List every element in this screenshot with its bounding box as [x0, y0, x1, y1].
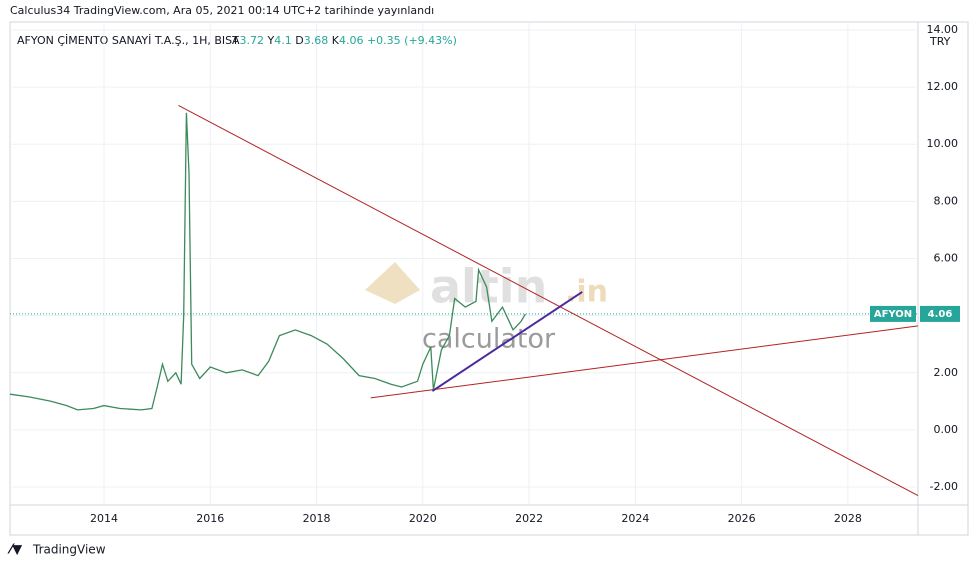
x-tick-label: 2026	[728, 512, 756, 525]
ohlc-value: 3.72	[240, 34, 265, 47]
last-price-tag	[920, 305, 960, 322]
footer-brand: TradingView	[32, 543, 106, 557]
change: +0.35 (+9.43%)	[367, 34, 457, 47]
footer-logo: ⁄▼	[7, 543, 22, 558]
y-tick-label: 14.00	[927, 23, 959, 36]
x-tick-label: 2020	[409, 512, 437, 525]
watermark-text: .in	[565, 275, 608, 310]
ohlc-legend: A3.72 Y4.1 D3.68 K4.06 +0.35 (+9.43%)	[232, 34, 457, 47]
ohlc-value: 4.1	[274, 34, 292, 47]
watermark: altin .in calculator	[365, 260, 608, 355]
y-tick-label: 8.00	[934, 194, 959, 207]
publisher: Calculus34 TradingView.com, Ara 05, 2021…	[10, 4, 434, 17]
y-tick-label: 6.00	[934, 252, 959, 265]
ohlc-value: 3.68	[304, 34, 329, 47]
ohlc-label: K	[332, 34, 340, 47]
x-tick-label: 2016	[196, 512, 224, 525]
y-tick-label: 10.00	[927, 137, 959, 150]
x-tick-label: 2022	[515, 512, 543, 525]
last-price-label: 4.06	[928, 309, 953, 320]
symbol-title: AFYON ÇİMENTO SANAYİ T.A.Ş., 1H, BIST	[17, 34, 239, 47]
symbol-tag	[870, 305, 916, 322]
symbol-tag-label: AFYON	[874, 309, 912, 320]
frame	[9, 21, 969, 536]
price-line	[9, 112, 526, 411]
currency: TRY	[929, 35, 951, 48]
watermark-text: altin	[430, 260, 547, 314]
ohlc-value: 4.06	[339, 34, 364, 47]
x-tick-label: 2024	[621, 512, 649, 525]
y-tick-label: -2.00	[930, 480, 958, 493]
y-tick-label: 0.00	[934, 423, 959, 436]
trendline	[178, 104, 919, 497]
ohlc-label: Y	[267, 34, 275, 47]
watermark-text: calculator	[422, 324, 556, 355]
x-tick-label: 2028	[834, 512, 862, 525]
watermark-logo	[365, 262, 420, 304]
trendline	[370, 325, 919, 399]
x-tick-label: 2014	[90, 512, 118, 525]
y-tick-label: 12.00	[927, 80, 959, 93]
trendline	[431, 291, 583, 392]
x-tick-label: 2018	[303, 512, 331, 525]
y-tick-label: 2.00	[934, 366, 959, 379]
ohlc-label: D	[295, 34, 303, 47]
ohlc-label: A	[232, 34, 240, 47]
